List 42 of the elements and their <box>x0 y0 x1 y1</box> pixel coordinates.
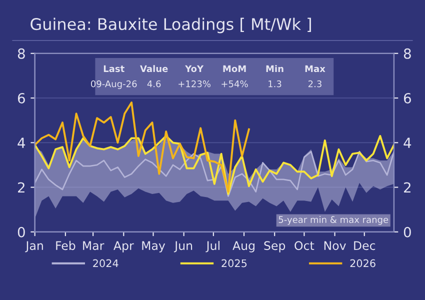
y-tick-label: 0 <box>18 226 25 238</box>
x-tick-label: Oct <box>294 241 314 250</box>
y-tick-label: 4 <box>18 138 26 148</box>
annotation: Last <box>104 65 124 72</box>
annotation: Value <box>140 65 168 72</box>
annotation: MoM <box>223 65 246 72</box>
line-series <box>34 134 394 195</box>
line-series <box>34 102 250 193</box>
x-tick-label: Sep <box>264 241 286 252</box>
annotation: 2.3 <box>308 80 322 88</box>
x-tick-label: Apr <box>114 241 134 252</box>
legend-label: 2026 <box>350 259 376 268</box>
y-tick-label: 6 <box>18 92 25 104</box>
annotation: 1.3 <box>268 80 282 88</box>
x-tick-label: Jan <box>25 241 43 252</box>
annotation: 4.6 <box>147 80 161 88</box>
y2-tick-label: 0 <box>404 226 411 238</box>
annotation: 5-year min & max range <box>278 216 388 225</box>
y-tick-label: 2 <box>18 182 24 193</box>
y2-tick-label: 6 <box>404 92 411 104</box>
annotation: Min <box>266 65 284 72</box>
x-tick-label: Jun <box>174 241 192 252</box>
x-tick-label: Nov <box>324 241 346 250</box>
y2-tick-label: 4 <box>404 138 412 148</box>
annotation: YoY <box>184 65 204 72</box>
y2-tick-label: 2 <box>404 182 410 193</box>
x-tick-label: Jul <box>206 240 220 252</box>
annotation: +54% <box>222 80 248 88</box>
annotation: 09-Aug-26 <box>90 80 137 90</box>
legend-label: 2025 <box>222 259 247 268</box>
y-tick-label: 8 <box>18 48 25 59</box>
x-tick-label: Feb <box>56 240 76 250</box>
x-tick-label: May <box>142 241 166 252</box>
line-series <box>34 150 394 197</box>
y2-tick-label: 8 <box>404 48 411 59</box>
annotation: Max <box>305 65 326 72</box>
annotation: +123% <box>178 80 210 88</box>
legend-label: 2024 <box>93 259 118 268</box>
chart-title: Guinea: Bauxite Loadings [ Mt/Wk ] <box>30 18 311 34</box>
x-tick-label: Dec <box>354 241 376 250</box>
x-tick-label: Mar <box>83 241 104 250</box>
x-tick-label: Aug <box>232 241 254 252</box>
